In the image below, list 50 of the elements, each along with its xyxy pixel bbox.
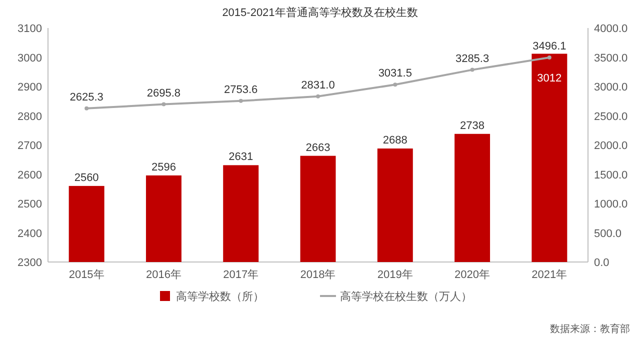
y2-tick-label: 2500.0 [594, 110, 628, 123]
point [162, 102, 166, 106]
data-label: 2753.6 [224, 84, 258, 96]
legend-label: 高等学校数（所） [176, 290, 264, 303]
y-tick-label: 2700 [18, 140, 42, 152]
x-tick-label: 2021年 [532, 269, 568, 281]
y2-tick-label: 500.0 [594, 228, 622, 240]
data-label: 3031.5 [378, 68, 412, 80]
x-tick-label: 2015年 [68, 269, 104, 281]
y-tick-label: 2900 [18, 82, 42, 94]
data-label: 2663 [306, 142, 330, 154]
y-tick-label: 2500 [18, 198, 42, 210]
y2-tick-label: 1500.0 [594, 169, 628, 182]
y-tick-label: 2300 [18, 257, 42, 269]
data-label: 3496.1 [532, 40, 566, 52]
data-label: 2695.8 [146, 87, 181, 100]
data-label: 3012 [537, 72, 562, 85]
data-label: 2831.0 [301, 79, 335, 92]
x-tick-label: 2020年 [454, 269, 490, 281]
x-tick-label: 2018年 [300, 269, 336, 281]
point [238, 98, 243, 103]
point [547, 55, 552, 60]
y2-tick-label: 3000.0 [594, 82, 628, 94]
data-label: 2738 [460, 120, 485, 132]
chart-title: 2015-2021年普通高等学校数及在校生数 [222, 6, 418, 19]
y2-tick-label: 4000.0 [594, 23, 628, 35]
y2-tick-label: 0.0 [594, 257, 610, 269]
y-tick-label: 3100 [18, 23, 42, 35]
data-label: 2560 [74, 172, 99, 184]
y2-tick-label: 3500.0 [594, 52, 628, 64]
data-label: 2596 [151, 161, 176, 174]
point [316, 94, 320, 98]
data-label: 2631 [228, 151, 254, 164]
data-label: 2625.3 [70, 91, 104, 104]
legend-label: 高等学校在校生数（万人） [340, 290, 472, 303]
source-note: 数据来源：教育部 [550, 323, 630, 335]
x-tick-label: 2017年 [223, 269, 259, 281]
x-tick-label: 2019年 [377, 269, 413, 281]
y2-tick-label: 1000.0 [594, 198, 628, 210]
point [393, 82, 398, 87]
y-tick-label: 2400 [18, 228, 42, 240]
y2-tick-label: 2000.0 [594, 140, 628, 152]
point [470, 68, 474, 72]
y-tick-label: 2600 [18, 169, 42, 182]
y-tick-label: 2800 [18, 110, 42, 123]
data-label: 2688 [382, 134, 408, 147]
y-tick-label: 3000 [18, 52, 42, 64]
data-label: 3285.3 [455, 52, 490, 65]
x-tick-label: 2016年 [146, 269, 182, 281]
point [84, 106, 89, 110]
